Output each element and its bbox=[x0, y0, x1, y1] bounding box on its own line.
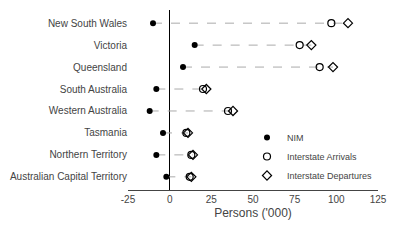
svg-text:Australian Capital Territory: Australian Capital Territory bbox=[10, 171, 127, 182]
svg-text:100: 100 bbox=[328, 194, 345, 205]
svg-text:Northern Territory: Northern Territory bbox=[49, 149, 127, 160]
svg-text:Queensland: Queensland bbox=[73, 62, 127, 73]
svg-text:Interstate Departures: Interstate Departures bbox=[287, 171, 372, 181]
svg-text:125: 125 bbox=[370, 194, 387, 205]
svg-text:NIM: NIM bbox=[287, 133, 304, 143]
svg-text:South Australia: South Australia bbox=[60, 84, 128, 95]
svg-text:Tasmania: Tasmania bbox=[84, 127, 127, 138]
svg-text:Victoria: Victoria bbox=[94, 40, 128, 51]
svg-text:75: 75 bbox=[289, 194, 301, 205]
svg-text:Interstate Arrivals: Interstate Arrivals bbox=[287, 152, 357, 162]
svg-text:-25: -25 bbox=[121, 194, 136, 205]
svg-text:50: 50 bbox=[247, 194, 259, 205]
svg-text:0: 0 bbox=[167, 194, 173, 205]
svg-text:New South Wales: New South Wales bbox=[48, 18, 127, 29]
svg-text:25: 25 bbox=[206, 194, 218, 205]
svg-text:Western Australia: Western Australia bbox=[49, 105, 128, 116]
svg-text:Persons ('000): Persons ('000) bbox=[214, 206, 292, 220]
